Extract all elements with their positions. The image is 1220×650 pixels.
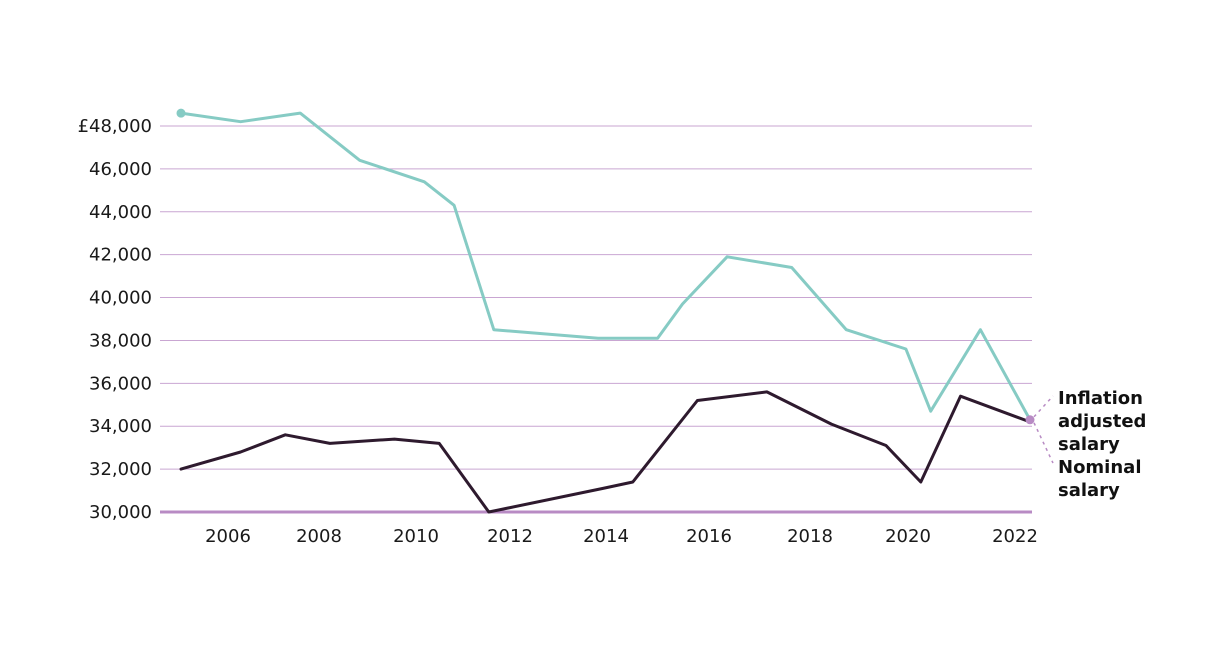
legend-inflation-line-3: salary <box>1058 434 1120 455</box>
gridlines <box>160 125 1032 514</box>
x-tick-label: 2018 <box>787 526 833 547</box>
legend-nominal-line-2: salary <box>1058 480 1120 501</box>
series-lines <box>176 108 1032 514</box>
legend-inflation-line-1: Inflation <box>1058 388 1143 409</box>
legend: Inflation adjusted salary Nominal salary <box>1025 388 1146 501</box>
legend-nominal-line-1: Nominal <box>1058 457 1142 478</box>
x-tick-label: 2022 <box>992 526 1038 547</box>
x-tick-label: 2010 <box>393 526 439 547</box>
y-tick-label: 36,000 <box>89 373 152 394</box>
y-axis-ticks: 30,000 32,000 34,000 36,000 38,000 40,000 42,0… <box>78 116 152 523</box>
series-line-inflation-adjusted <box>179 111 1032 422</box>
x-tick-label: 2016 <box>686 526 732 547</box>
y-tick-label: £48,000 <box>78 116 152 137</box>
y-tick-label: 42,000 <box>89 245 152 266</box>
legend-inflation-line-2: adjusted <box>1058 411 1146 432</box>
series-start-marker <box>176 108 186 118</box>
y-tick-label: 46,000 <box>89 159 152 180</box>
y-tick-label: 32,000 <box>89 459 152 480</box>
x-tick-label: 2020 <box>885 526 931 547</box>
series-line-nominal <box>179 390 1032 514</box>
x-tick-label: 2008 <box>296 526 342 547</box>
x-tick-label: 2014 <box>583 526 629 547</box>
y-tick-label: 38,000 <box>89 330 152 351</box>
legend-leader-nominal <box>1033 422 1054 464</box>
y-tick-label: 34,000 <box>89 416 152 437</box>
y-tick-label: 30,000 <box>89 502 152 523</box>
legend-leader-inflation <box>1033 395 1054 418</box>
x-axis-ticks: 2006 2008 2010 2012 2014 2016 2018 2020 2022 <box>205 526 1038 547</box>
y-tick-label: 40,000 <box>89 288 152 309</box>
y-tick-label: 44,000 <box>89 202 152 223</box>
series-end-marker <box>1025 415 1035 425</box>
x-tick-label: 2012 <box>487 526 533 547</box>
x-tick-label: 2006 <box>205 526 251 547</box>
